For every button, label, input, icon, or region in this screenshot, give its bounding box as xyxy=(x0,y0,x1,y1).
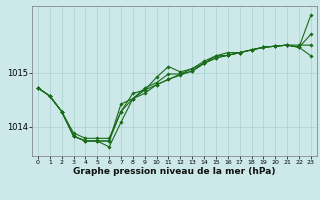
X-axis label: Graphe pression niveau de la mer (hPa): Graphe pression niveau de la mer (hPa) xyxy=(73,167,276,176)
